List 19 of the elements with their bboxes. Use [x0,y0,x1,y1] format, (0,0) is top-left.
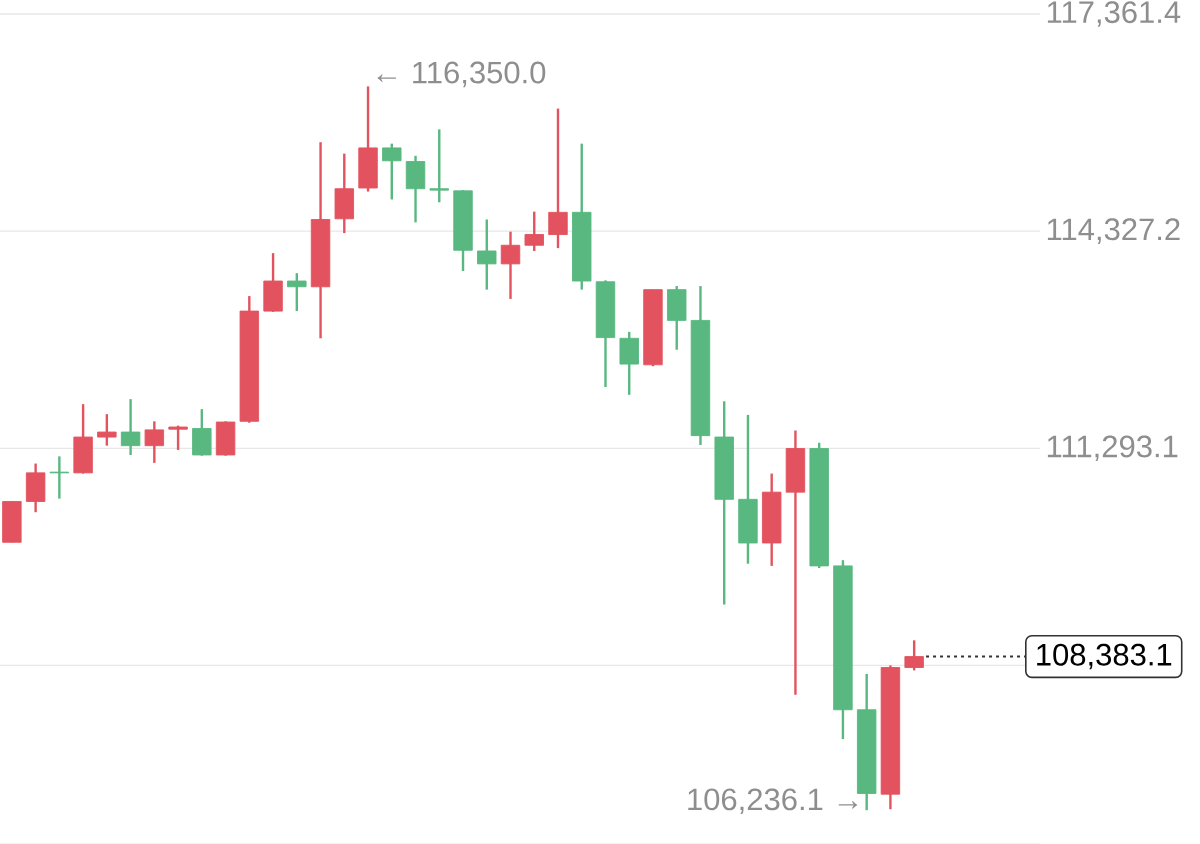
annotation: ← 116,350.0 [377,61,546,88]
candlestick [548,107,568,250]
candlestick [120,397,141,457]
candlestick [287,271,307,313]
candlestick [168,424,188,452]
candlestick [382,142,402,201]
y-tick-label: 111,293.1 [1047,435,1178,462]
candlestick [904,639,924,672]
y-tick-label: 117,361.4 [1047,1,1181,27]
candlestick [97,412,117,447]
candlestick [144,420,165,465]
candlestick [429,128,449,204]
ref-line-label: 108,383.1 [1037,643,1172,670]
y-tick-label: 114,327.2 [1047,218,1180,244]
annotation: 106,236.1 → [688,788,858,815]
candlestick [477,218,497,291]
candlestick [49,455,70,500]
candlestick [524,210,544,253]
candlestick [500,230,521,301]
